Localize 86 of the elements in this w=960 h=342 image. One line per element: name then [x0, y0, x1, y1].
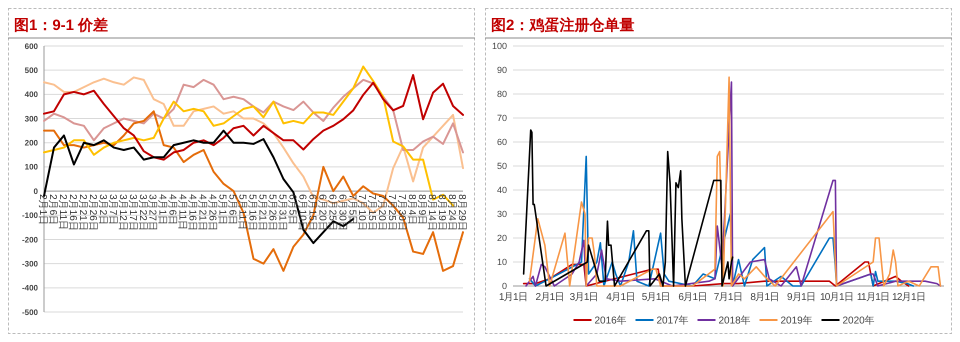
- x-tick-label: 7月20日: [376, 194, 388, 231]
- x-tick-label: 7月10日: [356, 194, 368, 231]
- x-tick-label: 6月30日: [336, 194, 348, 231]
- y-tick-label: 400: [24, 90, 39, 100]
- y-tick-label: 20: [496, 233, 507, 244]
- x-tick-label: 8月14日: [426, 194, 438, 231]
- line-series: [522, 129, 734, 287]
- x-tick-label: 2月26日: [86, 194, 98, 231]
- y-tick-label: 10: [496, 257, 507, 268]
- y-tick-label: 100: [492, 41, 507, 52]
- x-tick-label: 7月15日: [366, 194, 378, 231]
- x-tick-label: 2月1日: [535, 292, 564, 303]
- legend-label: 2018年: [718, 314, 751, 326]
- y-tick-label: -200: [22, 235, 39, 244]
- y-tick-label: 600: [24, 42, 39, 51]
- x-tick-label: 4月6日: [166, 194, 178, 226]
- x-tick-label: 8月19日: [436, 194, 448, 231]
- legend-label: 2020年: [842, 314, 875, 326]
- y-tick-label: 0: [502, 281, 507, 292]
- x-tick-label: 3月17日: [126, 194, 138, 231]
- x-tick-label: 1月1日: [498, 292, 528, 303]
- legend-label: 2017年: [656, 314, 689, 326]
- x-tick-label: 8月29日: [456, 194, 467, 231]
- x-tick-label: 2月1日: [37, 194, 48, 226]
- x-tick-label: 3月22日: [136, 194, 148, 231]
- y-tick-label: 30: [496, 209, 507, 220]
- y-tick-label: 500: [24, 66, 39, 75]
- x-tick-label: 5月31日: [276, 194, 288, 231]
- x-tick-label: 6月25日: [326, 194, 338, 231]
- x-tick-label: 9月1日: [786, 292, 816, 303]
- x-tick-label: 2月6日: [46, 194, 58, 226]
- x-tick-label: 4月11日: [176, 194, 188, 230]
- x-tick-label: 3月7日: [106, 194, 118, 226]
- x-tick-label: 7月25日: [386, 194, 398, 231]
- x-tick-label: 3月2日: [96, 194, 108, 226]
- legend-label: 2019年: [780, 314, 813, 326]
- x-tick-label: 7月30日: [396, 194, 408, 231]
- x-tick-label: 7月1日: [714, 292, 742, 303]
- x-tick-label: 7月5日: [346, 194, 358, 226]
- y-tick-label: 200: [24, 138, 39, 148]
- x-tick-label: 4月16日: [186, 194, 198, 231]
- y-tick-label: -500: [22, 308, 39, 317]
- legend-label: 2016年: [594, 314, 627, 326]
- x-tick-label: 3月12日: [116, 194, 128, 231]
- x-tick-label: 8月1日: [750, 292, 779, 303]
- y-tick-label: 0: [34, 186, 39, 196]
- y-tick-label: -100: [22, 211, 39, 220]
- x-tick-label: 4月21日: [196, 194, 208, 231]
- x-tick-label: 11月1日: [856, 292, 890, 303]
- y-tick-label: -400: [22, 284, 39, 293]
- x-tick-label: 5月16日: [246, 194, 258, 231]
- chart-title: 图1：9-1 价差: [14, 17, 108, 34]
- x-tick-label: 2月21日: [76, 194, 88, 231]
- x-tick-label: 5月21日: [256, 194, 268, 231]
- y-tick-label: 100: [24, 162, 39, 172]
- x-tick-label: 3月1日: [570, 292, 598, 303]
- x-tick-label: 5月1日: [642, 292, 670, 303]
- x-tick-label: 4月26日: [206, 194, 218, 231]
- x-tick-label: 5月6日: [226, 194, 238, 226]
- x-tick-label: 6月15日: [306, 194, 318, 231]
- x-tick-label: 10月1日: [820, 292, 854, 303]
- x-tick-label: 5月1日: [216, 194, 228, 226]
- y-tick-label: 80: [496, 89, 507, 100]
- x-tick-label: 6月1日: [678, 292, 707, 303]
- x-tick-label: 6月10日: [296, 194, 308, 231]
- x-tick-label: 5月26日: [266, 194, 278, 231]
- chart-title: 图2：鸡蛋注册仓单量: [491, 16, 634, 34]
- x-tick-label: 8月24日: [446, 194, 458, 231]
- y-tick-label: 90: [496, 65, 507, 76]
- y-tick-label: 70: [496, 113, 507, 124]
- x-tick-label: 2月11日: [56, 194, 68, 230]
- x-tick-label: 2月16日: [66, 194, 78, 231]
- x-tick-label: 8月9日: [416, 194, 428, 226]
- x-tick-label: 6月20日: [316, 194, 328, 231]
- y-tick-label: 40: [496, 185, 507, 196]
- x-tick-label: 12月1日: [892, 292, 926, 303]
- x-tick-label: 3月27日: [146, 194, 158, 231]
- x-tick-label: 5月11日: [236, 194, 248, 230]
- x-tick-label: 6月5日: [286, 194, 298, 226]
- y-tick-label: 50: [496, 161, 507, 172]
- x-tick-label: 4月1日: [606, 292, 635, 303]
- x-tick-label: 4月1日: [156, 194, 168, 226]
- x-tick-label: 8月4日: [406, 194, 418, 226]
- y-tick-label: 300: [24, 114, 39, 124]
- y-tick-label: -300: [22, 259, 39, 268]
- y-tick-label: 60: [496, 137, 507, 148]
